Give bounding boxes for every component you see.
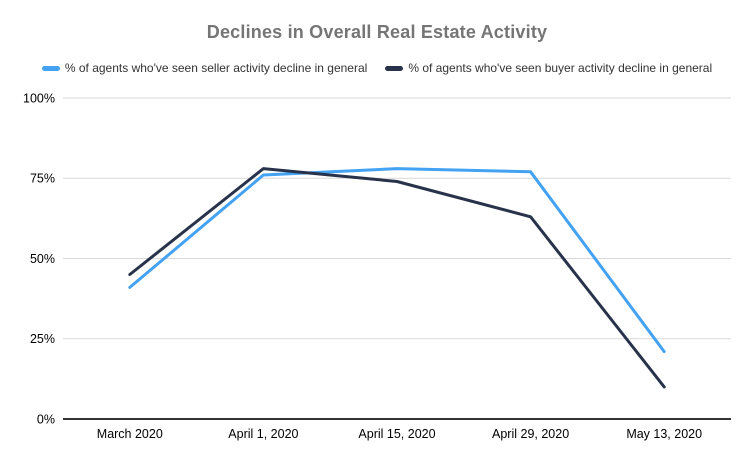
legend-label-buyer: % of agents who've seen buyer activity d… <box>408 61 713 75</box>
x-axis-tick-label: April 1, 2020 <box>228 427 298 441</box>
legend: % of agents who've seen seller activity … <box>0 61 754 75</box>
x-axis-tick-label: April 15, 2020 <box>358 427 435 441</box>
y-axis-tick-label: 0% <box>37 412 55 426</box>
y-axis-tick-label: 100% <box>23 91 55 105</box>
legend-item-seller: % of agents who've seen seller activity … <box>41 61 368 75</box>
y-axis-tick-label: 50% <box>30 252 55 266</box>
seller-series-dash-icon <box>41 65 60 71</box>
y-axis-tick-label: 25% <box>30 332 55 346</box>
buyer-series-line <box>128 167 666 389</box>
legend-item-buyer: % of agents who've seen buyer activity d… <box>385 61 712 75</box>
seller-series-line <box>128 167 666 354</box>
legend-label-seller: % of agents who've seen seller activity … <box>64 61 368 75</box>
x-axis-tick-label: May 13, 2020 <box>626 427 702 441</box>
chart-title: Declines in Overall Real Estate Activity <box>206 22 548 42</box>
y-axis-tick-label: 75% <box>30 172 55 186</box>
buyer-series-dash-icon <box>385 65 404 71</box>
x-axis-tick-label: March 2020 <box>97 427 163 441</box>
x-axis-tick-label: April 29, 2020 <box>492 427 569 441</box>
